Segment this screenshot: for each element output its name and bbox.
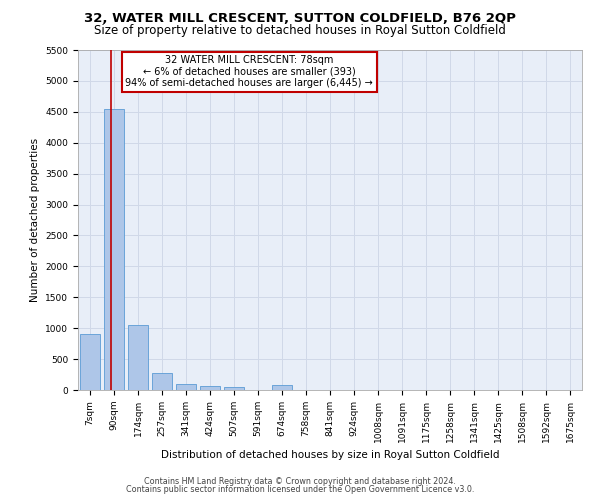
Bar <box>224 386 244 390</box>
Bar <box>176 384 196 390</box>
Bar <box>200 386 220 390</box>
Bar <box>80 334 100 390</box>
Text: Contains public sector information licensed under the Open Government Licence v3: Contains public sector information licen… <box>126 485 474 494</box>
Text: 32 WATER MILL CRESCENT: 78sqm
← 6% of detached houses are smaller (393)
94% of s: 32 WATER MILL CRESCENT: 78sqm ← 6% of de… <box>125 55 373 88</box>
Bar <box>128 325 148 390</box>
Bar <box>152 372 172 390</box>
X-axis label: Distribution of detached houses by size in Royal Sutton Coldfield: Distribution of detached houses by size … <box>161 450 499 460</box>
Text: Contains HM Land Registry data © Crown copyright and database right 2024.: Contains HM Land Registry data © Crown c… <box>144 477 456 486</box>
Text: 32, WATER MILL CRESCENT, SUTTON COLDFIELD, B76 2QP: 32, WATER MILL CRESCENT, SUTTON COLDFIEL… <box>84 12 516 26</box>
Bar <box>104 110 124 390</box>
Bar <box>272 386 292 390</box>
Text: Size of property relative to detached houses in Royal Sutton Coldfield: Size of property relative to detached ho… <box>94 24 506 37</box>
Y-axis label: Number of detached properties: Number of detached properties <box>30 138 40 302</box>
